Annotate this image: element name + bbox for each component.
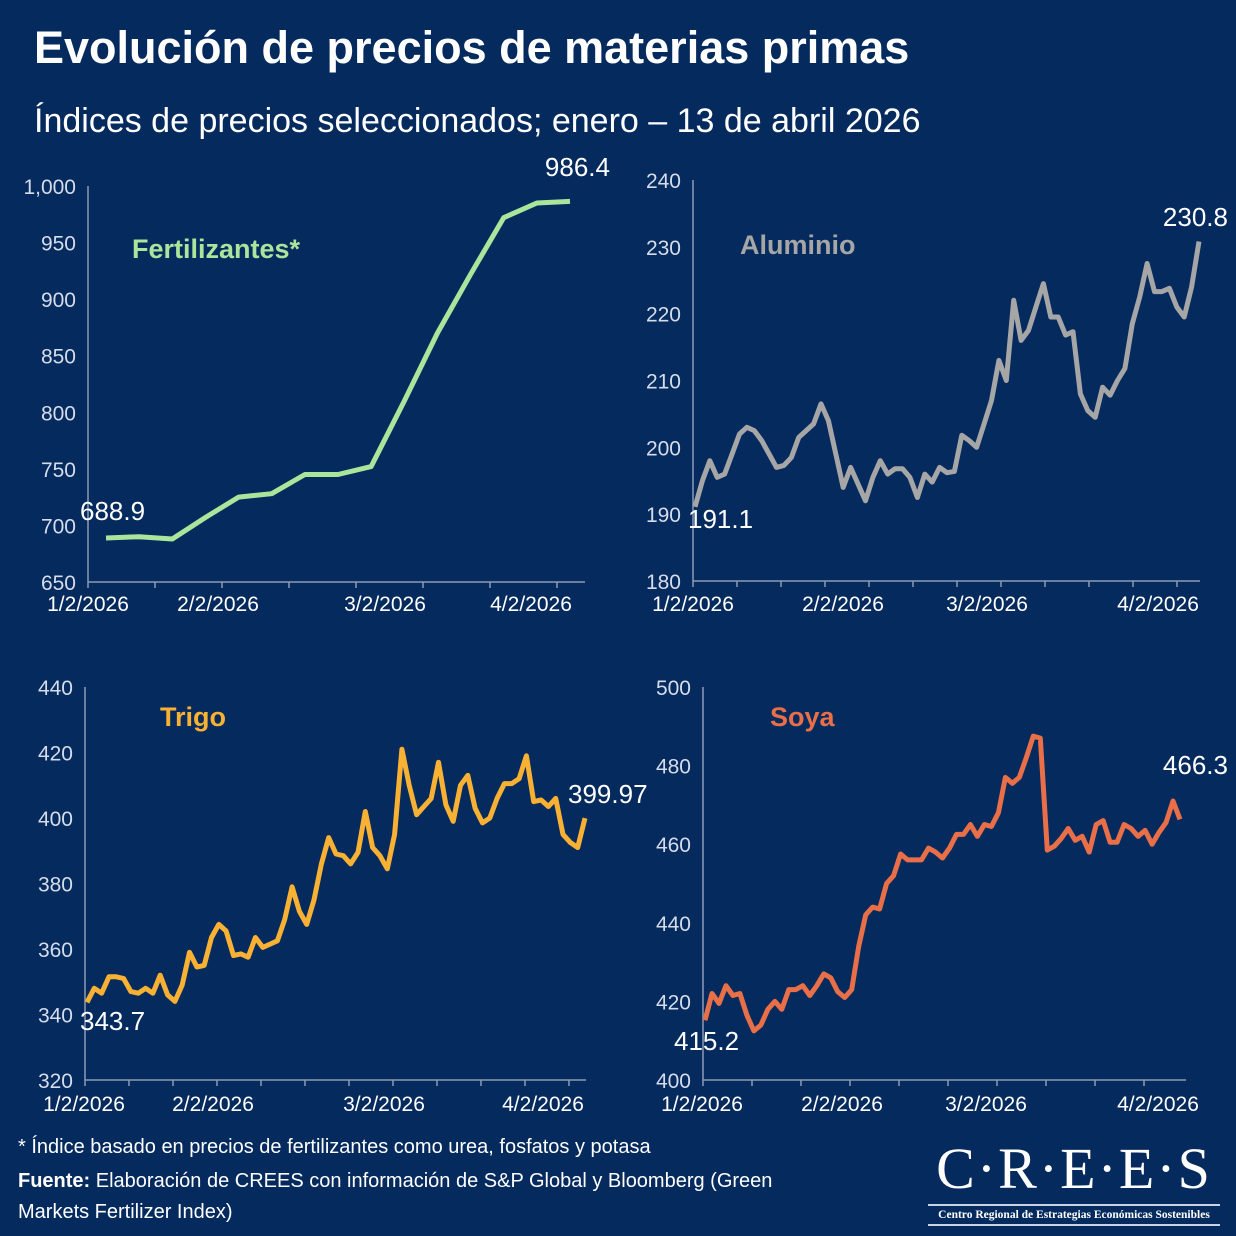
last-value-label: 466.3 [1163, 750, 1228, 780]
x-tick-label: 3/2/2026 [946, 593, 1028, 616]
y-tick-label: 220 [646, 304, 681, 327]
x-tick-label: 3/2/2026 [945, 1093, 1027, 1116]
y-tick-label: 750 [41, 459, 76, 482]
panel-trigo: 320 340 360 380 400 420 440 1/2/2026 2/2/2026 3/2… [38, 677, 648, 1116]
y-tick-label: 700 [41, 515, 76, 538]
y-tick-label: 1,000 [23, 176, 76, 199]
x-tick-label: 1/2/2026 [661, 1093, 743, 1116]
x-tick-label: 2/2/2026 [801, 1093, 883, 1116]
last-value-label: 230.8 [1163, 202, 1228, 232]
x-tick-label: 3/2/2026 [344, 593, 426, 616]
y-tick-label: 420 [656, 991, 691, 1014]
y-tick-label: 190 [646, 504, 681, 527]
series-title: Aluminio [740, 230, 856, 260]
footnote: * Índice basado en precios de fertilizan… [18, 1136, 651, 1158]
y-tick-label: 400 [38, 808, 73, 831]
source-note: Fuente: Elaboración de CREES con informa… [18, 1166, 818, 1228]
series-title: Fertilizantes* [132, 234, 301, 264]
panel-fertilizantes: 650 700 750 800 850 900 950 1,000 1/2/2026 2/2/20… [23, 152, 610, 616]
y-tick-label: 360 [38, 939, 73, 962]
x-tick-label: 4/2/2026 [1117, 1093, 1199, 1116]
source-label: Fuente: [18, 1170, 91, 1192]
y-tick-label: 230 [646, 237, 681, 260]
panel-soya: 400 420 440 460 480 500 1/2/2026 2/2/2026 3/2/20… [656, 677, 1228, 1116]
x-tick-label: 2/2/2026 [177, 593, 259, 616]
y-tick-label: 950 [41, 233, 76, 256]
x-tick-label: 1/2/2026 [47, 593, 129, 616]
panel-aluminio: 180 190 200 210 220 230 240 1/2/2026 2/2/2026 3/2… [646, 170, 1228, 616]
first-value-label: 688.9 [80, 496, 145, 526]
series-line [702, 733, 1183, 1034]
series-title: Trigo [160, 702, 226, 732]
y-tick-label: 420 [38, 743, 73, 766]
y-tick-label: 650 [41, 572, 76, 595]
last-value-label: 399.97 [568, 779, 648, 809]
chart-subtitle: Índices de precios seleccionados; enero … [34, 102, 921, 140]
first-value-label: 191.1 [688, 504, 753, 534]
x-tick-label: 2/2/2026 [802, 593, 884, 616]
chart-title: Evolución de precios de materias primas [34, 22, 910, 73]
y-tick-label: 210 [646, 371, 681, 394]
logo-main-text: C·R·E·E·S [936, 1136, 1212, 1201]
x-tick-label: 4/2/2026 [502, 1093, 584, 1116]
x-tick-label: 2/2/2026 [172, 1093, 254, 1116]
y-tick-label: 440 [38, 677, 73, 700]
series-line [692, 241, 1202, 508]
source-text: Elaboración de CREES con información de … [18, 1170, 773, 1223]
y-tick-label: 180 [646, 571, 681, 594]
y-tick-label: 850 [41, 346, 76, 369]
x-tick-label: 4/2/2026 [490, 593, 572, 616]
y-tick-label: 240 [646, 170, 681, 193]
y-tick-label: 440 [656, 913, 691, 936]
y-tick-label: 200 [646, 437, 681, 460]
series-title: Soya [770, 702, 836, 732]
y-tick-label: 500 [656, 677, 691, 700]
x-tick-label: 1/2/2026 [652, 593, 734, 616]
logo-sub-text: Centro Regional de Estrategias Económica… [928, 1204, 1220, 1226]
series-line [84, 746, 588, 1004]
first-value-label: 415.2 [674, 1026, 739, 1056]
y-tick-label: 900 [41, 289, 76, 312]
x-tick-label: 3/2/2026 [343, 1093, 425, 1116]
first-value-label: 343.7 [80, 1006, 145, 1036]
last-value-label: 986.4 [545, 152, 610, 182]
y-tick-label: 340 [38, 1005, 73, 1028]
y-tick-label: 460 [656, 834, 691, 857]
y-tick-label: 320 [38, 1070, 73, 1093]
x-tick-label: 1/2/2026 [43, 1093, 125, 1116]
y-tick-label: 400 [656, 1070, 691, 1093]
y-tick-label: 480 [656, 756, 691, 779]
x-tick-label: 4/2/2026 [1117, 593, 1199, 616]
y-tick-label: 800 [41, 402, 76, 425]
crees-logo: C·R·E·E·S Centro Regional de Estrategias… [928, 1138, 1220, 1226]
y-tick-label: 380 [38, 874, 73, 897]
